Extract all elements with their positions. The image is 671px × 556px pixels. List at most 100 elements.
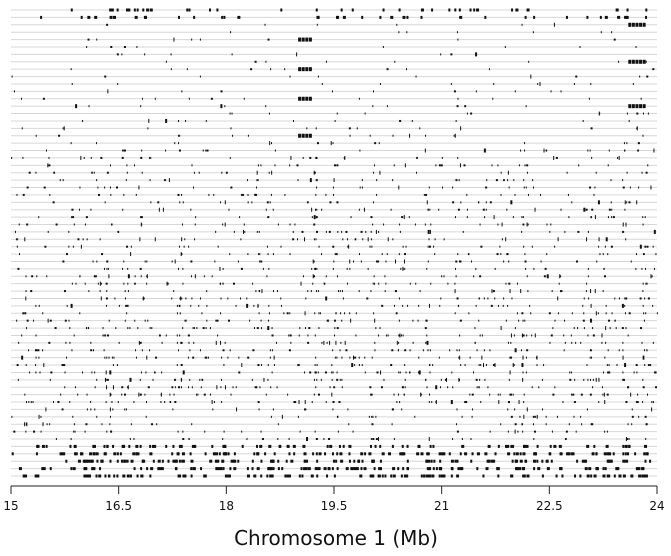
variant-mark-row-4-3 [600, 31, 602, 34]
variant-mark-row-54-2 [598, 401, 600, 404]
variant-mark-row-58-26 [299, 430, 301, 433]
variant-mark-row-48-36 [238, 356, 240, 359]
variant-mark-row-24-25 [486, 179, 488, 182]
variant-mark-row-40-31 [180, 296, 182, 301]
variant-mark-row-36-26 [222, 267, 224, 270]
variant-mark-row-24-1 [333, 178, 335, 183]
variant-mark-row-38-19 [123, 282, 125, 285]
variant-mark-row-2-14 [337, 15, 340, 19]
variant-mark-row-36-35 [349, 267, 351, 270]
variant-mark-row-42-13 [344, 312, 346, 315]
variant-mark-row-48-1 [221, 356, 223, 359]
variant-mark-row-33-31 [347, 245, 349, 248]
variant-mark-row-64-108 [316, 474, 319, 478]
variant-mark-row-33-37 [604, 245, 606, 248]
variant-mark-row-22-16 [296, 164, 299, 167]
variant-mark-row-63-95 [157, 467, 160, 471]
variant-mark-row-46-23 [69, 341, 71, 344]
variant-mark-row-15-10 [336, 112, 338, 115]
variant-mark-row-26-26 [270, 193, 272, 196]
variant-mark-row-1-28 [216, 8, 219, 12]
variant-mark-row-34-29 [101, 253, 104, 256]
variant-mark-row-52-15 [127, 386, 129, 389]
variant-mark-row-51-49 [139, 378, 141, 381]
variant-mark-row-61-93 [515, 452, 519, 456]
variant-mark-row-56-13 [510, 415, 513, 418]
variant-mark-row-45-18 [105, 334, 107, 337]
variant-mark-row-38-3 [447, 282, 449, 285]
variant-mark-row-35-17 [259, 260, 261, 263]
variant-mark-row-40-27 [614, 297, 616, 300]
variant-mark-row-2-1 [625, 15, 629, 19]
variant-mark-row-25-30 [138, 185, 140, 190]
variant-mark-row-2-10 [533, 15, 536, 19]
variant-mark-row-62-78 [470, 459, 473, 463]
variant-mark-row-60-31 [628, 444, 631, 448]
variant-mark-row-52-50 [254, 386, 257, 389]
variant-mark-row-27-14 [571, 201, 573, 204]
variant-mark-row-61-84 [95, 452, 99, 456]
variant-mark-row-26-17 [247, 193, 249, 196]
variant-mark-row-46-33 [290, 341, 292, 344]
variant-mark-row-31-8 [117, 230, 119, 233]
x-tick-label-7: 24 [649, 499, 664, 513]
variant-mark-row-45-35 [35, 334, 37, 337]
variant-mark-row-26-16 [593, 193, 595, 196]
variant-mark-row-27-1 [336, 201, 339, 204]
variant-mark-row-31-12 [301, 230, 304, 233]
variant-mark-row-45-47 [271, 334, 273, 337]
variant-mark-row-58-11 [517, 430, 519, 433]
variant-mark-row-62-72 [610, 459, 613, 463]
variant-mark-row-60-39 [624, 444, 627, 448]
variant-mark-row-41-12 [253, 304, 255, 307]
variant-mark-row-57-8 [521, 423, 523, 426]
variant-mark-row-14-14 [635, 104, 639, 109]
variant-mark-row-55-25 [542, 408, 544, 411]
variant-mark-row-45-33 [355, 334, 357, 337]
variant-mark-row-1-12 [133, 8, 136, 12]
variant-mark-row-52-37 [601, 386, 603, 389]
variant-mark-row-62-69 [306, 459, 309, 463]
variant-mark-row-41-34 [66, 304, 68, 307]
x-tick-label-4: 19.5 [321, 499, 348, 513]
variant-mark-row-49-14 [644, 364, 646, 367]
variant-mark-row-38-6 [105, 282, 108, 285]
variant-mark-row-50-19 [636, 371, 638, 374]
variant-mark-row-54-23 [574, 401, 576, 404]
variant-mark-row-32-6 [304, 237, 306, 242]
variant-mark-row-30-8 [479, 223, 481, 226]
variant-mark-row-57-22 [568, 423, 570, 426]
variant-mark-row-51-16 [440, 378, 442, 381]
variant-mark-row-11-1 [321, 82, 323, 85]
variant-mark-row-3-11 [639, 22, 643, 27]
variant-mark-row-28-7 [624, 208, 626, 211]
variant-mark-row-41-19 [206, 304, 208, 307]
variant-mark-row-1-13 [526, 8, 530, 12]
variant-mark-row-64-7 [561, 474, 564, 478]
variant-mark-row-62-40 [178, 459, 181, 463]
variant-mark-row-21-10 [90, 156, 92, 159]
variant-mark-row-54-11 [174, 401, 177, 404]
variant-mark-row-22-19 [191, 164, 193, 167]
variant-mark-row-45-14 [179, 334, 181, 337]
variant-mark-row-46-39 [374, 341, 376, 344]
variant-mark-row-13-3 [141, 97, 143, 100]
variant-mark-row-8-14 [642, 59, 646, 64]
variant-mark-row-33-7 [44, 245, 47, 248]
variant-mark-row-64-27 [638, 474, 641, 478]
variant-mark-row-1-8 [469, 8, 472, 12]
variant-mark-row-23-22 [126, 171, 128, 174]
variant-mark-row-41-36 [475, 304, 477, 307]
variant-mark-row-43-17 [341, 319, 343, 322]
variant-mark-row-47-19 [42, 349, 44, 352]
variant-mark-row-54-45 [169, 401, 171, 404]
variant-mark-row-44-2 [474, 327, 476, 330]
variant-mark-row-23-24 [28, 171, 31, 174]
variant-mark-row-44-12 [583, 327, 585, 330]
variant-mark-row-60-1 [286, 444, 290, 448]
variant-mark-row-53-19 [160, 393, 162, 396]
variant-mark-row-62-100 [142, 459, 146, 463]
variant-mark-row-62-52 [89, 459, 93, 463]
variant-mark-row-38-2 [558, 282, 560, 285]
variant-mark-row-34-3 [398, 253, 400, 256]
